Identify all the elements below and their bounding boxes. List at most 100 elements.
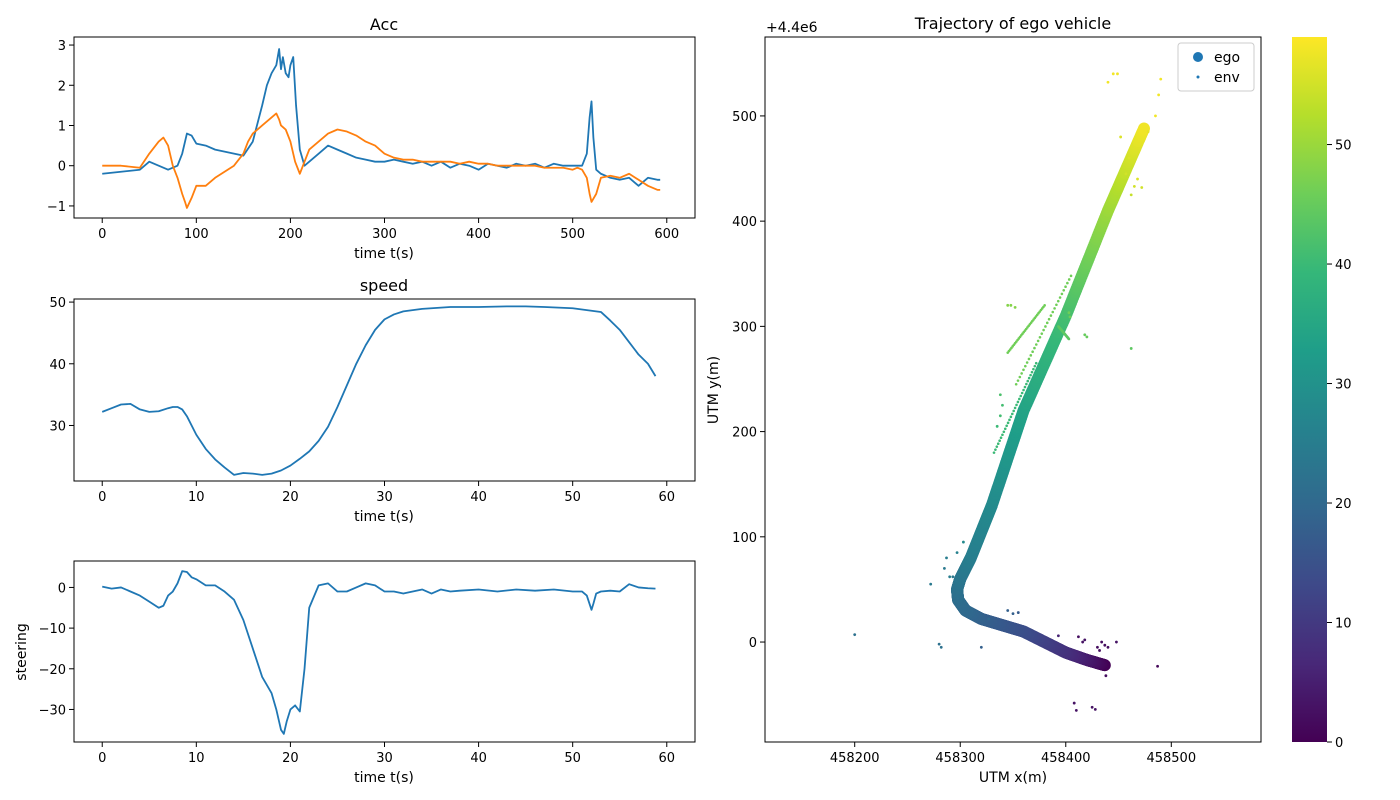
- env-point: [1055, 303, 1058, 307]
- env-point: [1098, 649, 1101, 652]
- speed-series-line-1: [101, 305, 657, 476]
- env-point: [1157, 93, 1161, 97]
- speed-xtick-label: 0: [98, 490, 106, 505]
- acc-xtick-label: 200: [278, 227, 303, 242]
- env-point: [1111, 72, 1115, 76]
- acc-xtick-label: 300: [372, 227, 397, 242]
- env-point: [1136, 177, 1139, 181]
- trajectory-plot-area: [853, 72, 1163, 712]
- env-point: [1005, 424, 1008, 428]
- trajectory-ylabel: UTM y(m): [706, 356, 722, 424]
- env-point: [1049, 314, 1053, 317]
- env-point: [1140, 186, 1144, 189]
- env-point: [945, 556, 948, 560]
- env-point: [1067, 311, 1071, 315]
- speed-ytick-label: 50: [49, 296, 66, 311]
- env-point: [1090, 705, 1094, 709]
- trajectory-offset-text: +4.4e6: [766, 20, 818, 36]
- env-point: [1006, 303, 1010, 307]
- env-point: [996, 442, 1000, 445]
- env-point: [992, 451, 996, 454]
- env-point: [951, 575, 955, 579]
- env-point: [1020, 391, 1024, 395]
- env-point: [1022, 388, 1025, 392]
- env-point: [1083, 638, 1087, 642]
- env-point: [1003, 427, 1007, 431]
- env-point: [1129, 193, 1133, 197]
- env-point: [1029, 354, 1033, 357]
- steering-ytick-label: −20: [39, 663, 66, 678]
- steering-xtick-label: 10: [188, 751, 205, 766]
- env-point: [1119, 135, 1123, 139]
- legend-ego-label: ego: [1214, 50, 1240, 66]
- env-point: [1020, 372, 1023, 375]
- acc-xtick-label: 500: [560, 227, 585, 242]
- env-point: [1016, 379, 1020, 382]
- env-point: [1016, 400, 1020, 404]
- env-point: [937, 642, 941, 646]
- trajectory-ytick-label: 200: [732, 426, 757, 441]
- trajectory-ytick-label: 500: [732, 110, 757, 125]
- env-point: [1154, 114, 1157, 118]
- env-point: [1077, 635, 1080, 639]
- env-point: [1029, 373, 1032, 377]
- env-point: [1156, 664, 1159, 668]
- colorbar-tick-label: 30: [1335, 378, 1352, 393]
- env-point: [1025, 361, 1029, 364]
- speed-title: speed: [360, 276, 408, 295]
- steering-xtick-label: 50: [564, 751, 581, 766]
- env-point: [1026, 379, 1030, 383]
- env-point: [1034, 343, 1038, 346]
- env-point: [979, 645, 983, 649]
- env-point: [1115, 640, 1118, 644]
- acc-series-line-2: [102, 112, 661, 209]
- env-point: [1027, 376, 1031, 380]
- env-point: [1024, 364, 1027, 368]
- env-point: [1008, 418, 1011, 422]
- env-point: [1032, 367, 1035, 371]
- acc-xtick-label: 600: [654, 227, 679, 242]
- env-point: [1022, 368, 1025, 372]
- env-point: [1103, 643, 1107, 647]
- env-point: [998, 393, 1002, 397]
- env-point: [1066, 281, 1069, 285]
- env-point: [1013, 306, 1017, 309]
- env-point: [1006, 421, 1010, 425]
- env-point: [1027, 357, 1031, 361]
- env-point: [853, 633, 857, 637]
- env-point: [955, 551, 959, 554]
- env-point: [1043, 304, 1046, 307]
- env-point: [1030, 370, 1034, 374]
- env-point: [1104, 674, 1108, 678]
- env-point: [1106, 80, 1110, 84]
- speed-xtick-label: 10: [188, 490, 205, 505]
- env-point: [1040, 332, 1044, 335]
- trajectory-xtick-label: 458300: [935, 751, 985, 766]
- trajectory-title: Trajectory of ego vehicle: [914, 14, 1111, 33]
- acc-chart: Acc time t(s) 0 100 200 300 400 500 600 −1 0 1 2 3: [47, 15, 696, 262]
- env-point: [1001, 403, 1004, 407]
- steering-chart: time t(s) steering 0 10 20 30 40 50 60 0 −10 −20 −…: [14, 560, 696, 786]
- speed-ytick-label: 40: [49, 358, 66, 373]
- speed-xlabel: time t(s): [354, 509, 414, 525]
- env-point: [998, 414, 1002, 418]
- env-point: [1067, 337, 1071, 341]
- env-point: [1068, 315, 1072, 319]
- env-point: [1015, 403, 1018, 407]
- steering-ytick-label: 0: [58, 581, 66, 596]
- env-point: [1034, 361, 1038, 365]
- acc-ytick-label: 0: [58, 160, 66, 175]
- steering-xtick-label: 60: [658, 751, 675, 766]
- env-point: [1002, 430, 1006, 434]
- legend-env-marker: [1196, 75, 1200, 79]
- trajectory-ytick-label: 100: [732, 531, 757, 546]
- acc-xtick-label: 0: [98, 227, 106, 242]
- env-point: [1056, 299, 1060, 303]
- env-point: [1036, 339, 1040, 343]
- env-point: [1116, 72, 1119, 76]
- env-point: [1093, 707, 1097, 711]
- trajectory-ytick-label: 300: [732, 320, 757, 335]
- env-point: [995, 445, 999, 448]
- env-point: [1009, 303, 1013, 307]
- env-point: [1159, 77, 1163, 81]
